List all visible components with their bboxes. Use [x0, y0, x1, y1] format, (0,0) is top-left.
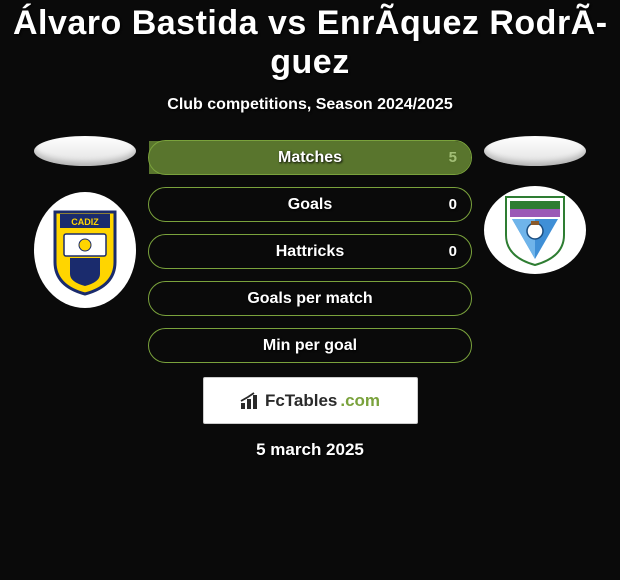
stat-label: Goals per match: [247, 290, 372, 308]
stat-row: Matches5: [148, 140, 472, 175]
stat-row: Min per goal: [148, 328, 472, 363]
stat-label: Matches: [278, 149, 342, 167]
brand-domain: .com: [340, 391, 380, 411]
stat-label: Hattricks: [276, 243, 344, 261]
right-player-photo-placeholder: [484, 136, 586, 166]
left-club-crest: CADIZ: [34, 192, 136, 308]
brand-chip[interactable]: FcTables.com: [203, 377, 418, 424]
svg-text:CADIZ: CADIZ: [71, 217, 99, 227]
stat-row: Goals per match: [148, 281, 472, 316]
left-player-photo-placeholder: [34, 136, 136, 166]
stat-row: Hattricks 0: [148, 234, 472, 269]
page-title: Álvaro Bastida vs EnrÃ­quez RodrÃ­guez: [0, 4, 620, 82]
stat-label: Goals: [288, 196, 332, 214]
stat-row: Goals 0: [148, 187, 472, 222]
stat-label: Min per goal: [263, 337, 357, 355]
stat-value-right: 0: [449, 196, 457, 213]
comparison-card: Álvaro Bastida vs EnrÃ­quez RodrÃ­guez C…: [0, 0, 620, 580]
bar-chart-icon: [240, 392, 262, 410]
brand-name: FcTables: [265, 391, 337, 411]
cadiz-crest-icon: CADIZ: [50, 204, 120, 296]
left-player-column: CADIZ: [30, 132, 140, 308]
malaga-crest-icon: [500, 191, 570, 269]
stats-bars: Matches5 Goals 0 Hattricks 0 Goals per match M…: [140, 140, 480, 363]
right-player-column: [480, 132, 590, 274]
comparison-row: CADIZ Matches5 Goals 0 Hattricks 0 Goals per …: [0, 132, 620, 363]
stat-value-right: 0: [449, 243, 457, 260]
footer-date: 5 march 2025: [256, 440, 364, 460]
right-club-crest: [484, 186, 586, 274]
subtitle: Club competitions, Season 2024/2025: [167, 96, 452, 114]
